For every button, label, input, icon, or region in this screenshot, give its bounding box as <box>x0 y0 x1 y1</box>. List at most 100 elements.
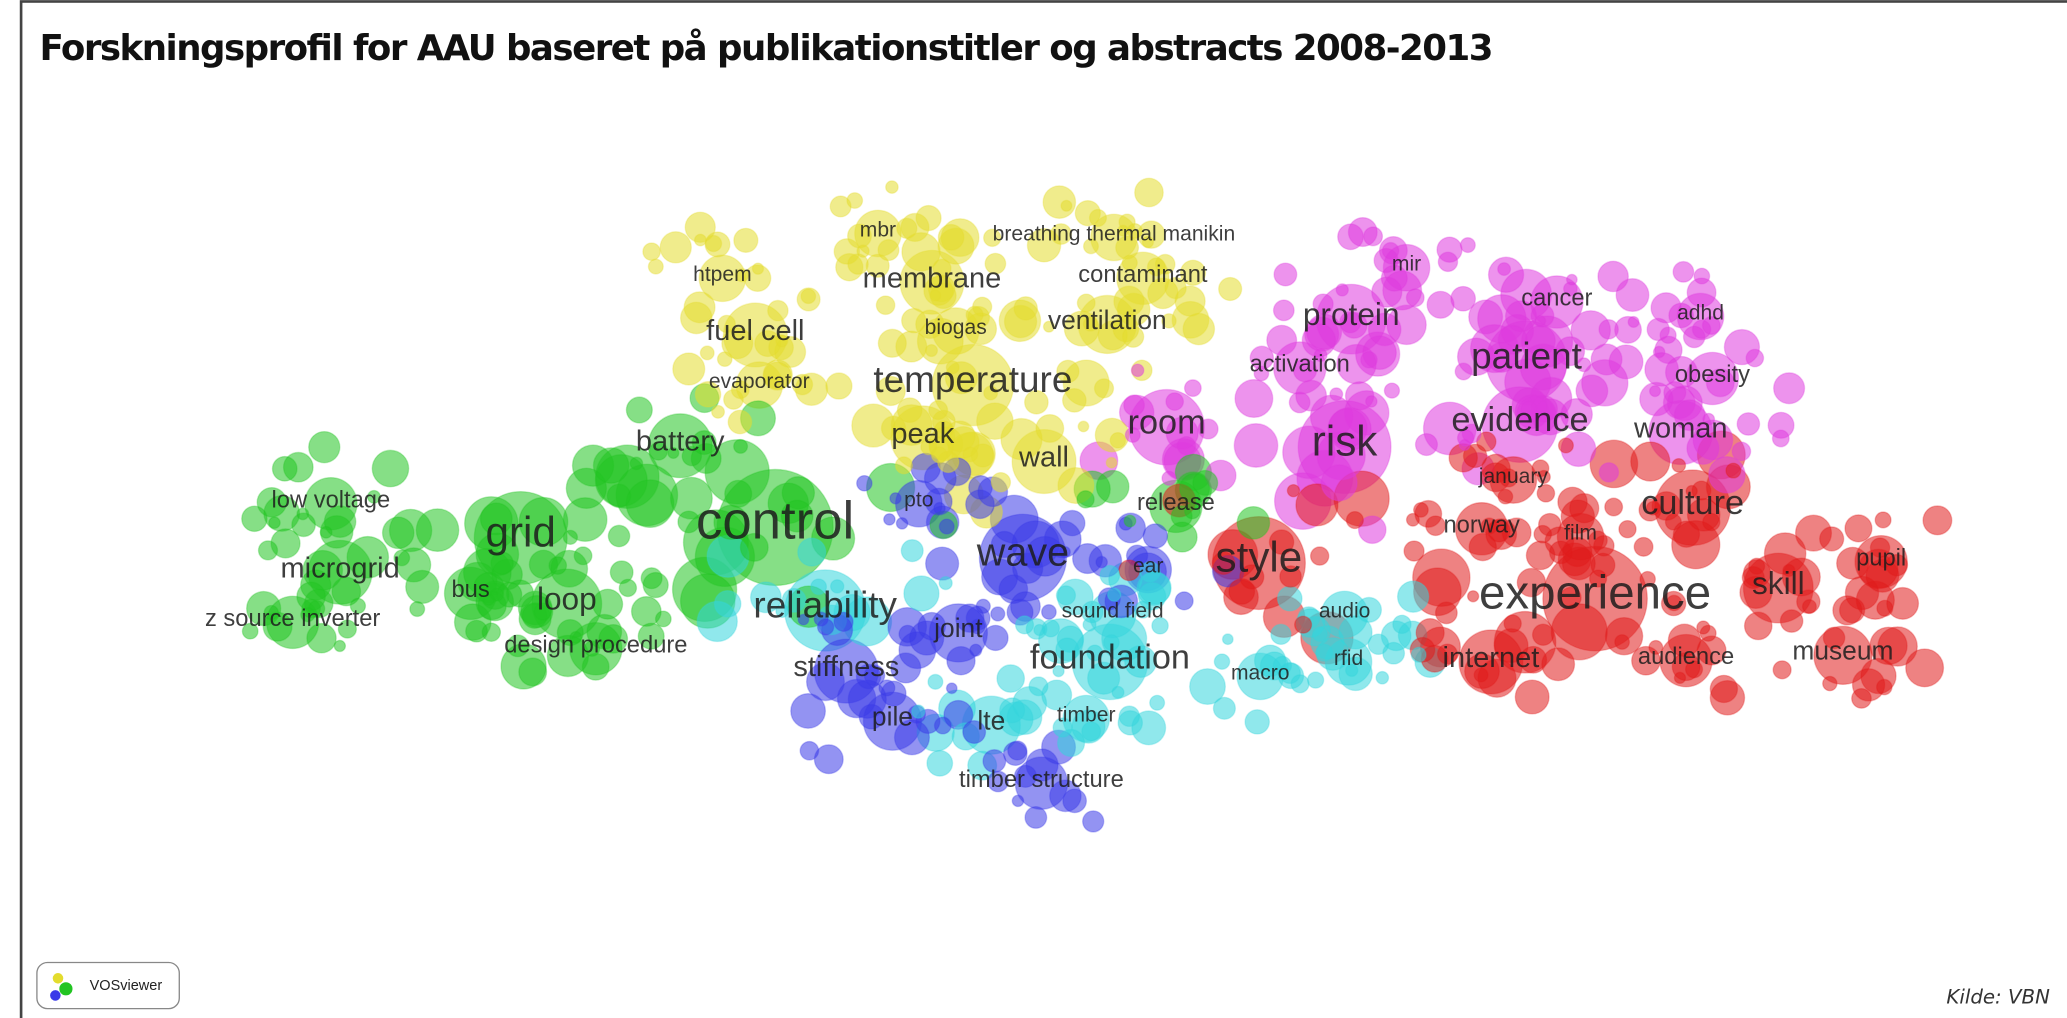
bubble <box>667 446 680 460</box>
bubble <box>1426 290 1455 319</box>
bubble <box>300 607 316 623</box>
term-label: contaminant <box>1078 262 1208 288</box>
bubble <box>1312 293 1334 315</box>
bubble <box>1869 537 1891 558</box>
bubble <box>932 258 952 278</box>
bubble <box>518 657 548 687</box>
bubble <box>990 530 1019 559</box>
bubble <box>733 438 749 454</box>
term-label: reliability <box>753 585 897 626</box>
bubble <box>1684 660 1704 679</box>
bubble <box>1133 600 1152 619</box>
bubble <box>751 262 765 275</box>
bubble <box>781 587 807 613</box>
bubble <box>1086 644 1104 662</box>
bubble <box>1189 668 1226 706</box>
bubble <box>1313 348 1328 363</box>
bubble <box>885 180 899 194</box>
term-label: stiffness <box>793 651 899 683</box>
bubble <box>1077 420 1090 433</box>
bubble <box>1745 348 1765 368</box>
term-label: timber <box>1057 704 1116 727</box>
bubble <box>1413 502 1429 518</box>
bubble <box>1801 599 1817 615</box>
bubble <box>1088 208 1108 228</box>
bubble <box>1576 357 1592 373</box>
bubble <box>805 662 845 702</box>
bubble <box>1142 523 1169 549</box>
bubble <box>1520 400 1538 418</box>
bubble <box>1673 671 1687 685</box>
bubble <box>901 307 927 334</box>
bubble <box>946 645 976 676</box>
term-label: ventilation <box>1048 305 1167 335</box>
bubble <box>925 546 960 581</box>
bubble <box>1290 674 1310 694</box>
bubble <box>895 517 909 530</box>
bubble <box>625 479 675 528</box>
bubble <box>1383 382 1401 399</box>
term-label: grid <box>486 509 556 556</box>
bubble <box>1922 505 1953 536</box>
bubble <box>1671 457 1687 473</box>
bubble <box>1686 431 1720 465</box>
bubble <box>1055 637 1080 662</box>
bubble <box>1233 423 1279 468</box>
bubble <box>1102 634 1120 651</box>
bubble <box>1041 604 1057 620</box>
bubble <box>1327 407 1368 448</box>
bubble <box>1118 705 1141 728</box>
logo-button[interactable]: VOSviewer <box>36 961 180 1010</box>
bubble <box>573 546 593 566</box>
bubble <box>1392 614 1412 635</box>
bubble <box>863 664 886 687</box>
term-label: audience <box>1638 644 1734 670</box>
bubble <box>268 516 281 530</box>
bubble <box>1627 315 1640 329</box>
bubble <box>982 624 1009 652</box>
bubble <box>1462 443 1488 469</box>
bubble <box>405 569 440 605</box>
term-label: pto <box>904 489 933 512</box>
term-label: norway <box>1443 512 1520 538</box>
bubble <box>1118 559 1141 582</box>
bubble <box>349 597 367 615</box>
term-label: loop <box>537 581 597 617</box>
bubble <box>917 611 947 641</box>
bubble <box>1822 626 1846 650</box>
bubble <box>915 204 942 232</box>
bubble <box>481 622 502 643</box>
bubble <box>490 551 514 575</box>
term-label: obesity <box>1675 362 1750 388</box>
term-label: museum <box>1792 636 1893 666</box>
bubble <box>1161 470 1177 486</box>
bubble <box>968 474 993 500</box>
bubble <box>1058 545 1071 559</box>
bubble <box>598 623 629 654</box>
bubble <box>1589 569 1608 588</box>
bubble <box>1569 493 1600 524</box>
term-label: wall <box>1018 442 1069 474</box>
bubble <box>969 643 983 657</box>
bubble <box>1197 418 1219 440</box>
bubble <box>1093 378 1115 399</box>
bubble <box>1146 257 1166 277</box>
bubble <box>1822 675 1838 692</box>
bubble <box>1844 514 1873 543</box>
term-label: low voltage <box>272 487 391 513</box>
bubble <box>858 703 885 730</box>
bubble <box>962 446 979 463</box>
bubble <box>506 634 530 658</box>
bubble <box>1192 469 1219 496</box>
bubble <box>800 288 817 305</box>
bubble <box>1123 394 1146 417</box>
title: Forskningsprofil for AAU baseret på publ… <box>40 28 1494 69</box>
bubble <box>1876 599 1894 617</box>
bubble <box>825 372 853 400</box>
bubble <box>1183 379 1202 398</box>
bubble <box>1468 532 1497 562</box>
bubble <box>1357 515 1387 545</box>
bubble <box>1480 517 1498 535</box>
bubble <box>1165 392 1185 411</box>
term-label: mir <box>1392 253 1421 276</box>
